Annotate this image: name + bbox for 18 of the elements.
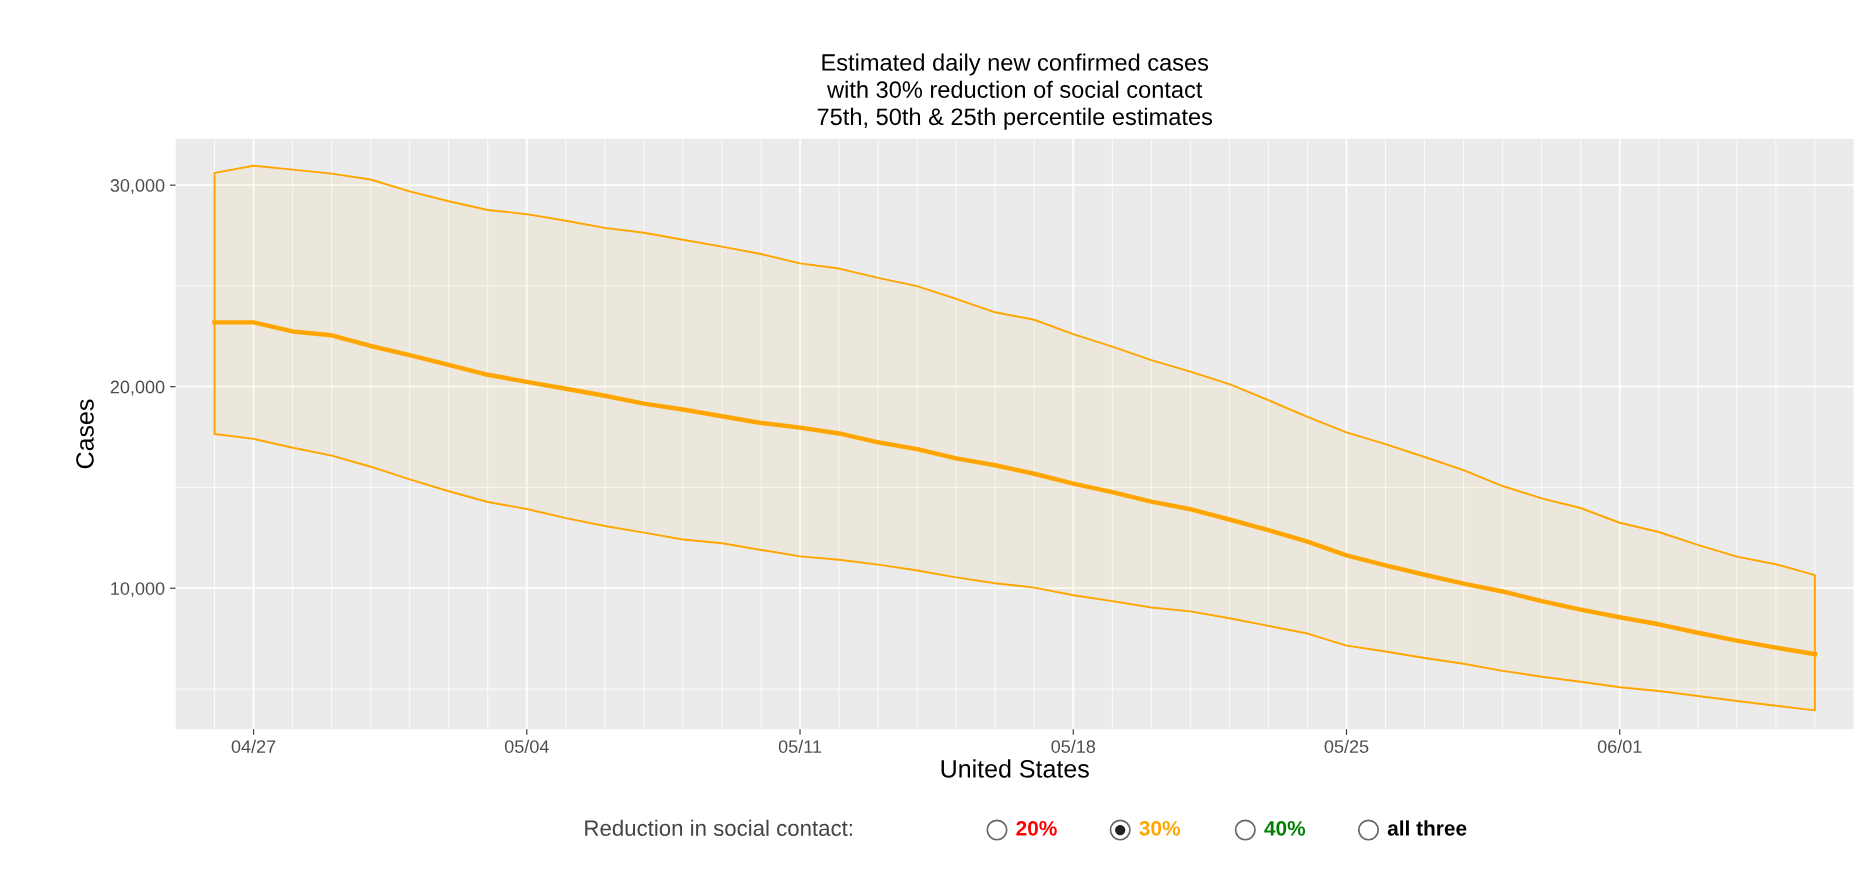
y-tick-label: 20,000 bbox=[110, 380, 165, 396]
text: 30% bbox=[1139, 820, 1181, 836]
text: 40% bbox=[1264, 820, 1306, 836]
x-tick-label: 05/25 bbox=[1324, 739, 1369, 753]
x-axis-title: United States bbox=[941, 759, 1089, 778]
x-tick-label: 05/18 bbox=[1051, 739, 1096, 753]
y-tick-label: 30,000 bbox=[110, 179, 165, 194]
text: 20% bbox=[1016, 820, 1057, 836]
x-tick-label: 06/01 bbox=[1597, 739, 1642, 753]
y-tick-label: 10,000 bbox=[111, 582, 165, 598]
y-axis-title: Cases bbox=[76, 399, 94, 469]
text: Reduction in social contact: bbox=[585, 819, 852, 837]
x-tick-label: 05/04 bbox=[504, 739, 549, 753]
line-series bbox=[212, 320, 1818, 657]
x-tick-label: 05/11 bbox=[778, 739, 822, 753]
chart-title: Estimated daily new confirmed cases with 30% reduction of social contact 75th, 50th & 25th percentile estimates bbox=[817, 53, 1213, 130]
x-tick-label: 04/27 bbox=[231, 739, 276, 753]
text: all three bbox=[1387, 820, 1467, 836]
